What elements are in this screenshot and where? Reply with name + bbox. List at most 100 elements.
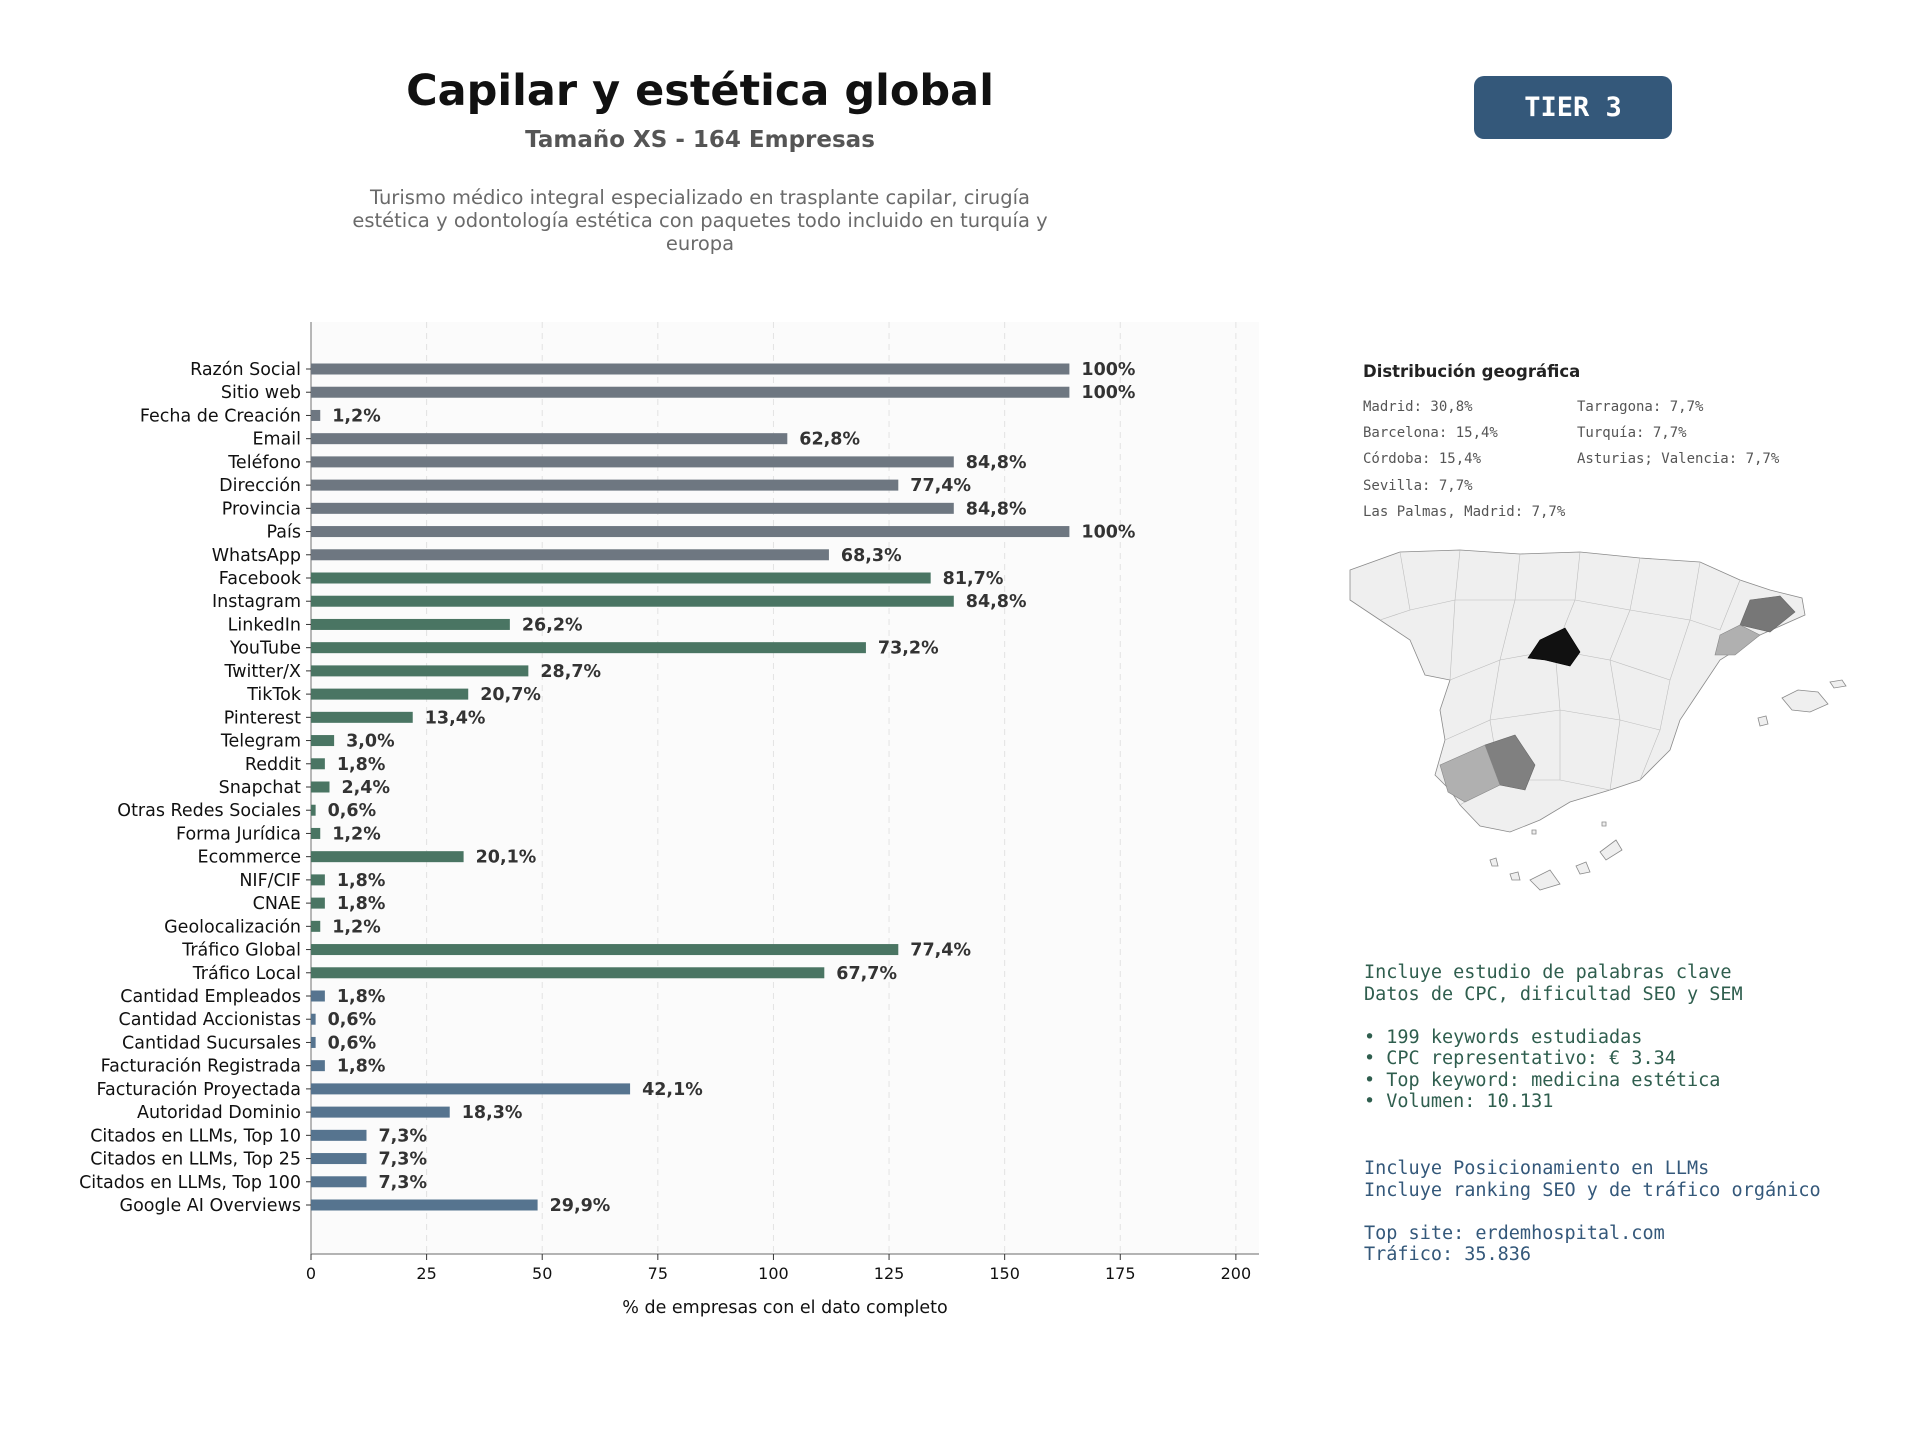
data-label: 77,4%	[910, 476, 971, 496]
tier-badge: TIER 3	[1474, 76, 1672, 139]
data-label: 81,7%	[943, 569, 1004, 589]
geo-item: Asturias; Valencia: 7,7%	[1577, 451, 1780, 467]
bar	[311, 1106, 450, 1118]
bar	[311, 967, 825, 979]
y-tick-label: Pinterest	[224, 708, 301, 728]
y-tick-label: CNAE	[253, 894, 301, 914]
bar	[311, 433, 788, 445]
bar	[311, 409, 321, 421]
data-label: 0,6%	[328, 1010, 377, 1030]
bar	[311, 595, 954, 607]
balearic-menorca	[1829, 679, 1847, 689]
bar	[311, 920, 321, 932]
data-label: 1,8%	[337, 871, 386, 891]
province-lines	[1379, 549, 1741, 806]
y-tick-label: Cantidad Empleados	[120, 987, 301, 1007]
y-tick-label: Telegram	[220, 732, 301, 752]
x-tick-label: 75	[648, 1264, 668, 1283]
data-label: 73,2%	[878, 639, 939, 659]
data-label: 1,2%	[332, 917, 381, 937]
data-label: 62,8%	[799, 430, 860, 450]
data-label: 20,1%	[476, 848, 537, 868]
data-label: 84,8%	[966, 592, 1027, 612]
x-axis-label: % de empresas con el dato completo	[622, 1298, 947, 1318]
x-tick-label: 100	[758, 1264, 789, 1283]
bar	[311, 642, 866, 654]
y-tick-label: Cantidad Sucursales	[122, 1033, 301, 1053]
y-tick-label: Razón Social	[190, 360, 301, 380]
data-label: 1,8%	[337, 755, 386, 775]
bar	[311, 1083, 631, 1095]
bar	[311, 549, 829, 561]
page-title: Capilar y estética global	[406, 66, 994, 116]
data-label: 26,2%	[522, 615, 583, 635]
y-tick-label: Provincia	[222, 499, 301, 519]
x-tick-label: 175	[1105, 1264, 1136, 1283]
data-label: 100%	[1081, 523, 1135, 543]
y-tick-label: YouTube	[229, 639, 301, 659]
data-label: 0,6%	[328, 801, 377, 821]
y-tick-label: Autoridad Dominio	[137, 1103, 301, 1123]
data-label: 67,7%	[836, 964, 897, 984]
balearic-mallorca	[1781, 689, 1829, 713]
geo-item: Las Palmas, Madrid: 7,7%	[1363, 504, 1566, 520]
peninsula-outline	[1349, 549, 1806, 833]
bar	[311, 1153, 367, 1165]
canary-islands	[1489, 839, 1623, 891]
bar	[311, 827, 321, 839]
geo-item: Turquía: 7,7%	[1577, 425, 1687, 441]
keywords-info: Incluye estudio de palabras clave Datos d…	[1364, 962, 1743, 1112]
x-tick-label: 25	[416, 1264, 436, 1283]
page-subtitle: Tamaño XS - 164 Empresas	[525, 127, 875, 153]
spain-map	[1349, 549, 1847, 891]
data-label: 18,3%	[462, 1103, 523, 1123]
ceuta-melilla	[1531, 821, 1607, 835]
data-label: 84,8%	[966, 453, 1027, 473]
data-label: 3,0%	[346, 732, 395, 752]
data-label: 7,3%	[378, 1173, 427, 1193]
bar	[311, 363, 1070, 375]
geo-item: Córdoba: 15,4%	[1363, 451, 1482, 467]
data-label: 1,2%	[332, 824, 381, 844]
y-tick-label: Otras Redes Sociales	[117, 801, 301, 821]
y-tick-label: Tráfico Global	[181, 941, 301, 961]
bar	[311, 456, 954, 468]
y-tick-label: LinkedIn	[228, 615, 301, 635]
y-tick-label: Geolocalización	[164, 917, 301, 937]
y-tick-label: Instagram	[212, 592, 301, 612]
y-tick-label: Citados en LLMs, Top 25	[90, 1150, 301, 1170]
llm-info: Incluye Posicionamiento en LLMs Incluye r…	[1364, 1158, 1821, 1265]
data-label: 1,8%	[337, 894, 386, 914]
y-tick-label: Google AI Overviews	[120, 1196, 301, 1216]
bar	[311, 758, 325, 770]
data-label: 84,8%	[966, 499, 1027, 519]
y-tick-label: Snapchat	[219, 778, 301, 798]
data-label: 100%	[1081, 360, 1135, 380]
bar	[311, 1129, 367, 1141]
data-label: 1,8%	[337, 1057, 386, 1077]
data-label: 28,7%	[540, 662, 601, 682]
y-tick-label: Citados en LLMs, Top 10	[90, 1126, 301, 1146]
y-tick-label: WhatsApp	[212, 546, 301, 566]
y-tick-label: Facebook	[219, 569, 302, 589]
region-tarragona	[1714, 624, 1761, 656]
bar	[311, 711, 413, 723]
data-label: 0,6%	[328, 1033, 377, 1053]
y-tick-label: Teléfono	[227, 453, 301, 473]
geo-distribution-title: Distribución geográfica	[1363, 362, 1581, 381]
y-tick-label: Reddit	[245, 755, 301, 775]
data-label: 29,9%	[550, 1196, 611, 1216]
bar	[311, 735, 335, 747]
data-label: 20,7%	[480, 685, 541, 705]
x-tick-label: 0	[306, 1264, 316, 1283]
bar	[311, 572, 931, 584]
bar	[311, 851, 464, 863]
y-tick-label: NIF/CIF	[239, 871, 301, 891]
bar	[311, 897, 325, 909]
y-tick-label: Forma Jurídica	[176, 824, 301, 844]
y-tick-label: Sitio web	[221, 383, 301, 403]
bar	[311, 804, 316, 816]
bar	[311, 479, 899, 491]
data-label: 13,4%	[425, 708, 486, 728]
data-label: 42,1%	[642, 1080, 703, 1100]
